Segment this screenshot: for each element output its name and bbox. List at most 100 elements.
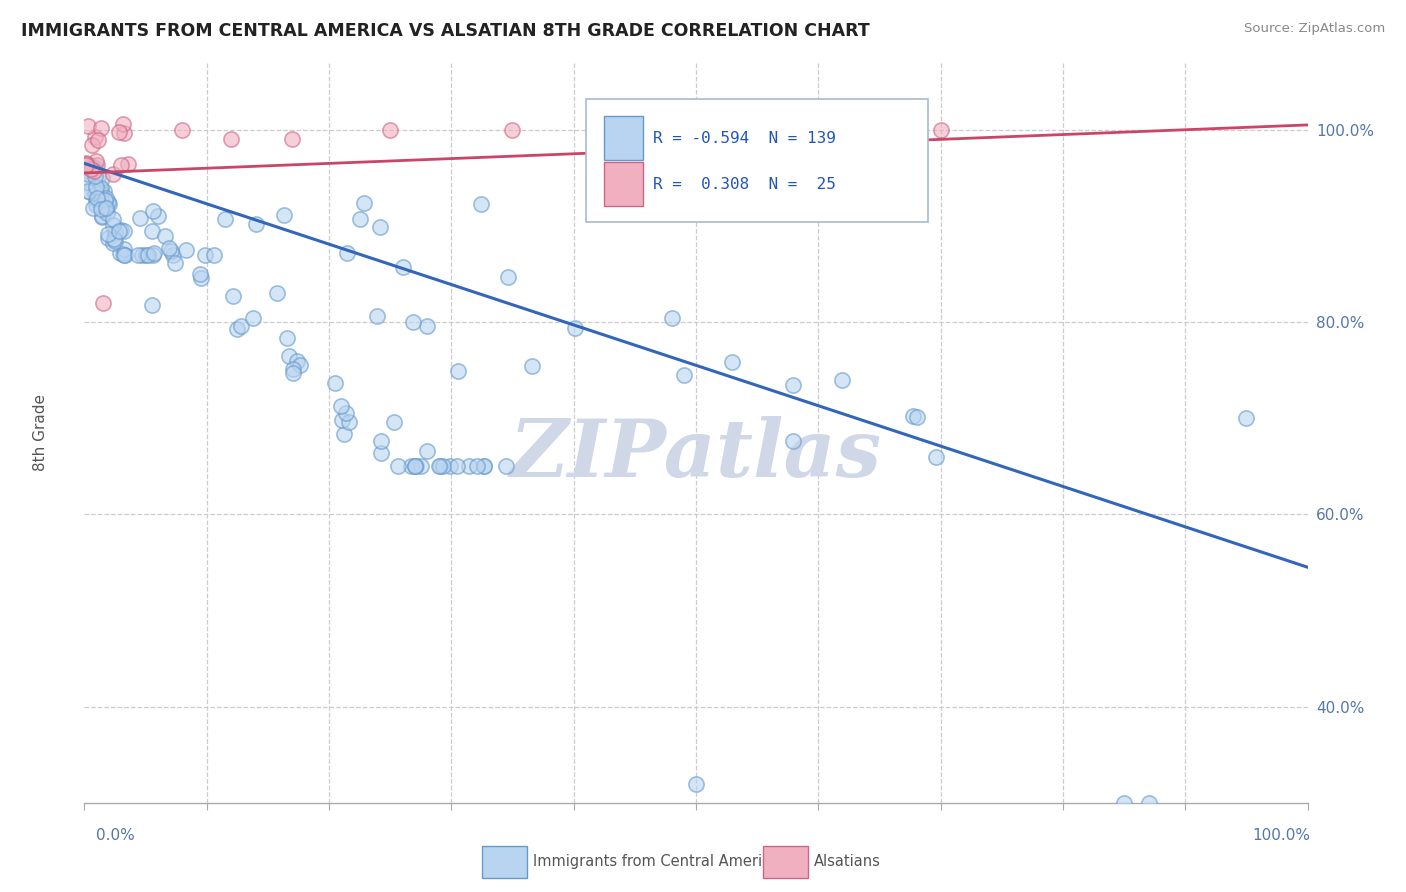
- Text: Immigrants from Central America: Immigrants from Central America: [533, 855, 779, 869]
- Point: [127, 248, 149, 262]
- Point: [325, 376, 347, 391]
- Point: [104, 227, 127, 241]
- Point: [370, 446, 392, 460]
- Text: Source: ZipAtlas.com: Source: ZipAtlas.com: [1244, 22, 1385, 36]
- Point: [281, 366, 304, 380]
- Point: [103, 218, 125, 232]
- Text: 100.0%: 100.0%: [1253, 828, 1310, 843]
- Point: [194, 248, 217, 262]
- Point: [153, 228, 176, 243]
- Point: [112, 224, 135, 238]
- Point: [245, 218, 267, 232]
- Point: [86, 191, 108, 205]
- Point: [337, 415, 360, 429]
- Point: [673, 368, 696, 382]
- Point: [380, 122, 402, 136]
- Point: [112, 243, 135, 257]
- Point: [277, 349, 299, 363]
- Point: [76, 176, 98, 190]
- Point: [76, 120, 98, 134]
- Point: [287, 354, 309, 368]
- Point: [83, 164, 105, 178]
- Point: [111, 117, 134, 131]
- Point: [366, 309, 388, 323]
- Point: [281, 132, 304, 146]
- Point: [97, 197, 120, 211]
- Point: [87, 133, 110, 147]
- Point: [370, 434, 392, 449]
- Point: [108, 224, 131, 238]
- Point: [84, 169, 107, 183]
- Point: [368, 219, 391, 234]
- Point: [79, 186, 101, 200]
- Point: [94, 200, 117, 214]
- Point: [77, 184, 100, 198]
- Point: [86, 186, 108, 200]
- Point: [129, 211, 152, 225]
- Point: [333, 427, 356, 442]
- Point: [75, 157, 97, 171]
- Point: [266, 285, 288, 300]
- Point: [349, 212, 371, 227]
- Point: [141, 224, 163, 238]
- Point: [86, 158, 108, 172]
- Point: [104, 234, 127, 248]
- Point: [416, 444, 439, 458]
- Point: [219, 132, 242, 146]
- Point: [75, 155, 97, 169]
- Point: [1137, 796, 1160, 810]
- Text: 8th Grade: 8th Grade: [32, 394, 48, 471]
- Point: [905, 410, 928, 425]
- Point: [288, 358, 311, 372]
- Point: [83, 129, 105, 144]
- Point: [96, 201, 118, 215]
- Text: ZIPatlas: ZIPatlas: [510, 416, 882, 493]
- Point: [332, 413, 354, 427]
- Point: [110, 158, 132, 172]
- Point: [79, 160, 101, 174]
- Point: [97, 194, 120, 209]
- Point: [107, 125, 129, 139]
- Point: [142, 248, 165, 262]
- Point: [1236, 411, 1258, 425]
- Point: [93, 184, 115, 198]
- Point: [465, 459, 488, 474]
- Point: [112, 126, 135, 140]
- Point: [446, 364, 468, 378]
- Point: [405, 459, 427, 474]
- Point: [782, 377, 804, 392]
- Point: [75, 158, 97, 172]
- Point: [409, 459, 432, 474]
- Point: [110, 222, 132, 236]
- Point: [929, 122, 952, 136]
- Point: [108, 246, 131, 260]
- Point: [472, 459, 495, 474]
- Point: [80, 137, 103, 152]
- Point: [172, 122, 194, 136]
- Point: [97, 227, 120, 241]
- Point: [94, 191, 117, 205]
- Point: [136, 248, 159, 262]
- Point: [90, 121, 112, 136]
- Point: [404, 459, 426, 474]
- Point: [131, 248, 153, 262]
- Point: [924, 450, 946, 464]
- Point: [101, 167, 124, 181]
- FancyBboxPatch shape: [605, 117, 644, 161]
- Point: [202, 248, 225, 262]
- Point: [142, 204, 165, 219]
- Point: [502, 122, 524, 136]
- Point: [141, 298, 163, 312]
- Point: [457, 459, 479, 474]
- Text: R = -0.594  N = 139: R = -0.594 N = 139: [654, 131, 837, 146]
- Point: [75, 162, 97, 177]
- Point: [90, 193, 112, 207]
- Point: [1114, 796, 1136, 810]
- Point: [146, 210, 169, 224]
- Point: [429, 459, 451, 474]
- Point: [90, 171, 112, 186]
- Point: [427, 459, 450, 474]
- Point: [903, 409, 925, 423]
- Point: [117, 157, 139, 171]
- Point: [84, 186, 107, 200]
